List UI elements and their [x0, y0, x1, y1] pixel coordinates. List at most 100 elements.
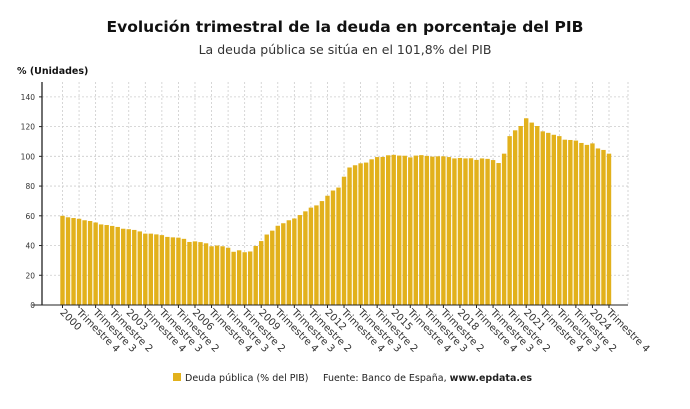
chart-title: Evolución trimestral de la deuda en porc… [107, 18, 584, 36]
bar [562, 139, 568, 305]
bar [568, 139, 573, 305]
bar [115, 226, 120, 305]
bar [402, 155, 407, 305]
bar [292, 218, 297, 305]
bar [98, 224, 104, 305]
y-tick-label: 120 [21, 123, 36, 132]
bar [463, 158, 468, 305]
bar [479, 158, 485, 305]
bar [446, 157, 452, 305]
bar [352, 165, 358, 305]
bar [546, 132, 551, 305]
bar [369, 159, 374, 305]
bar [457, 157, 463, 305]
y-tick-label: 60 [25, 212, 35, 221]
bar [308, 207, 314, 305]
bar [76, 218, 82, 305]
bar [540, 131, 545, 305]
bar [220, 246, 225, 305]
bar [413, 155, 418, 305]
legend: Deuda pública (% del PIB) Fuente: Banco … [173, 373, 532, 384]
bar [60, 215, 65, 305]
bar [231, 251, 236, 305]
bar [143, 233, 148, 305]
bar [297, 215, 303, 305]
bar [441, 156, 446, 305]
bar [264, 234, 269, 305]
bar [523, 118, 529, 306]
bar [198, 242, 203, 305]
bar [430, 156, 435, 305]
bar [518, 126, 523, 305]
bar [170, 237, 176, 305]
source-text: Fuente: Banco de España, www.epdata.es [323, 373, 532, 384]
bar [385, 155, 391, 305]
bar [93, 222, 98, 305]
bar [209, 246, 214, 305]
bar [225, 247, 231, 305]
bar [121, 228, 126, 305]
bar [363, 162, 369, 305]
bar [452, 158, 457, 305]
bar [159, 235, 165, 305]
bar [374, 157, 380, 305]
bar [595, 148, 601, 305]
bar [485, 158, 490, 305]
bar [253, 245, 258, 305]
bar [104, 225, 109, 305]
bar [286, 220, 292, 305]
bar [165, 236, 170, 305]
bar [270, 230, 275, 305]
bar [507, 136, 512, 305]
bar [192, 241, 198, 305]
bar [71, 218, 76, 305]
bar [236, 250, 242, 305]
bar [275, 225, 280, 305]
bar [435, 156, 441, 305]
bar [535, 126, 540, 305]
bar [579, 142, 584, 305]
y-tick-label: 80 [25, 182, 35, 191]
bars [60, 118, 612, 306]
bar [573, 140, 579, 305]
bar [424, 155, 430, 305]
bar [87, 221, 93, 305]
y-ticks: 0 20 40 60 80 100 120 140 [21, 93, 42, 310]
source-site: www.epdata.es [450, 373, 533, 384]
chart-subtitle: La deuda pública se sitúa en el 101,8% d… [199, 42, 492, 57]
bar [529, 122, 534, 305]
bar [584, 144, 590, 305]
bar [176, 237, 181, 305]
bar [551, 134, 556, 305]
bar [419, 155, 424, 305]
bar [341, 176, 347, 305]
bar [126, 229, 131, 305]
bar [154, 234, 159, 305]
y-tick-label: 0 [30, 301, 35, 310]
bar [65, 217, 71, 305]
bar [181, 238, 187, 305]
bar [347, 167, 352, 305]
bar [590, 143, 595, 305]
bar [557, 136, 562, 305]
bar [606, 153, 612, 305]
bar [259, 241, 264, 305]
bar [474, 159, 479, 305]
y-tick-label: 100 [21, 152, 36, 161]
y-tick-label: 140 [21, 93, 36, 102]
bar [325, 195, 330, 305]
bar [314, 205, 319, 305]
bar [512, 130, 518, 305]
bar [601, 149, 606, 305]
bar [391, 154, 396, 305]
source-label: Fuente: Banco de España, [323, 373, 450, 384]
bar [490, 160, 496, 305]
bar [380, 156, 385, 305]
y-tick-label: 20 [25, 271, 35, 280]
bar [132, 229, 137, 305]
bar [203, 243, 209, 305]
bar [336, 187, 341, 305]
bar [109, 225, 115, 305]
bar [397, 155, 402, 305]
